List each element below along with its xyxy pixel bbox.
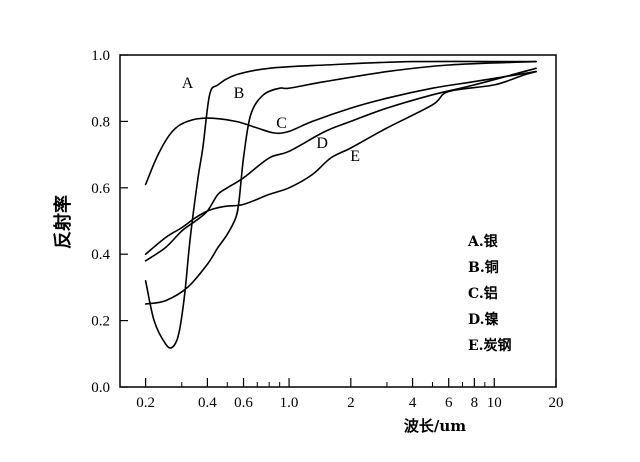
y-tick-label: 0.8 bbox=[91, 114, 110, 130]
legend-entry-aluminium: C.铝 bbox=[468, 285, 498, 302]
curve-c bbox=[144, 70, 537, 186]
curve-b bbox=[144, 60, 537, 305]
curve-label-b: B bbox=[234, 85, 245, 102]
curve-label-a: A bbox=[182, 75, 194, 92]
legend: A.银 B.铜 C.铝 D.镍 E.炭钢 bbox=[467, 233, 512, 354]
x-tick-label: 0.2 bbox=[136, 395, 155, 411]
x-tick-label: 6 bbox=[445, 395, 453, 411]
plot-frame bbox=[119, 54, 557, 388]
axis-ticks-group: 0.2 0.4 0.6 1.0 2 4 6 8 10 20 0.0 0.2 0.4 0.6 0.8 1.0 bbox=[91, 48, 563, 411]
curve-label-c: C bbox=[276, 115, 287, 132]
x-tick-label: 0.6 bbox=[234, 395, 253, 411]
x-axis-title: 波长/um bbox=[404, 417, 466, 435]
x-tick-label: 8 bbox=[471, 395, 479, 411]
curves-group bbox=[144, 60, 537, 349]
x-tick-label: 0.4 bbox=[198, 395, 217, 411]
y-tick-label: 0.6 bbox=[91, 181, 110, 197]
curve-e bbox=[144, 70, 537, 255]
x-tick-label: 10 bbox=[487, 395, 502, 411]
x-tick-label: 4 bbox=[409, 395, 417, 411]
curve-label-e: E bbox=[350, 148, 360, 165]
legend-entry-nickel: D.镍 bbox=[468, 311, 499, 328]
y-tick-label: 0.2 bbox=[91, 314, 110, 330]
curve-a bbox=[144, 60, 537, 349]
x-tick-label: 1.0 bbox=[280, 395, 299, 411]
curve-d bbox=[144, 67, 537, 262]
x-tick-label: 20 bbox=[549, 395, 564, 411]
x-tick-label: 2 bbox=[347, 395, 355, 411]
y-tick-label: 0.4 bbox=[91, 247, 110, 263]
y-tick-label: 1.0 bbox=[91, 48, 110, 64]
curve-label-d: D bbox=[316, 135, 328, 152]
legend-entry-silver: A.银 bbox=[467, 233, 499, 250]
legend-entry-copper: B.铜 bbox=[468, 259, 499, 276]
plot-frame-group bbox=[119, 54, 557, 388]
y-tick-label: 0.0 bbox=[91, 380, 110, 396]
y-axis-title: 反射率 bbox=[52, 195, 74, 249]
curve-labels-group: A B C D E bbox=[182, 75, 360, 165]
legend-entry-carbon-steel: E.炭钢 bbox=[468, 337, 512, 354]
